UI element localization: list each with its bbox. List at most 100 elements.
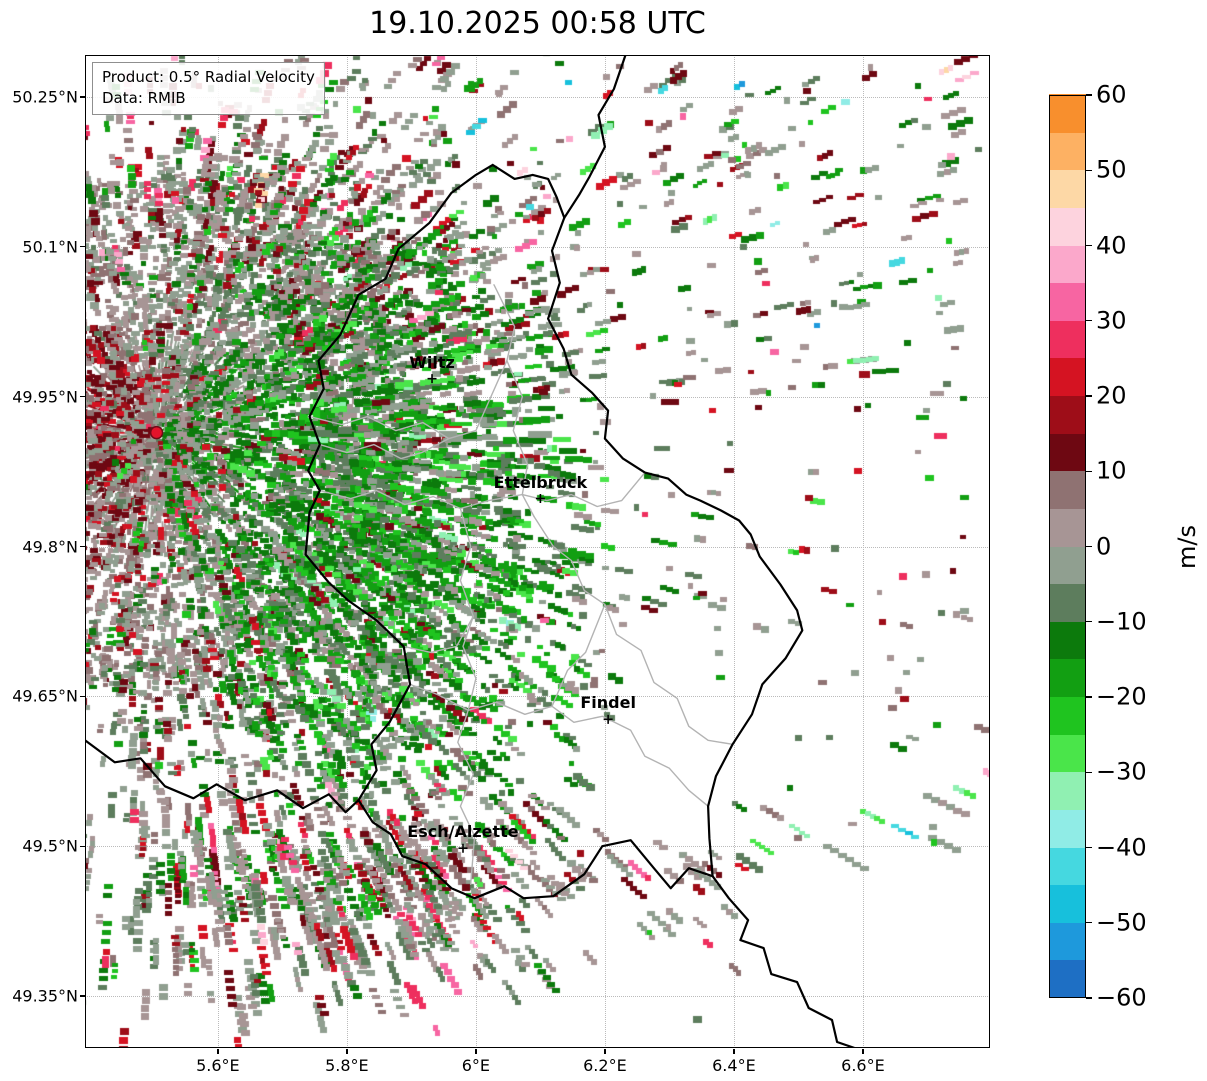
y-tick-mark (80, 545, 85, 548)
colorbar-tick-label: −50 (1096, 908, 1147, 937)
figure-title: 19.10.2025 00:58 UTC (369, 6, 706, 41)
y-tick-label: 49.65°N (12, 686, 78, 706)
colorbar-tick-mark (1086, 395, 1092, 397)
country-border (711, 875, 858, 1048)
colorbar-tick-mark (1086, 545, 1092, 548)
colorbar-segment (1049, 433, 1086, 472)
x-tick-label: 5.8°E (325, 1056, 369, 1075)
colorbar-segment (1049, 508, 1086, 547)
colorbar-tick-mark (1086, 771, 1092, 773)
y-tick-label: 49.95°N (12, 387, 78, 407)
country-border (85, 739, 360, 814)
country-border (563, 55, 627, 219)
colorbar-tick-mark (1086, 320, 1092, 322)
country-border (304, 163, 804, 900)
district-border (521, 471, 646, 508)
colorbar-tick-label: −60 (1096, 983, 1147, 1012)
y-tick-mark (80, 96, 85, 98)
map-plot: Wiltz Ettelbruck Findel Esch/Alzette Produc… (85, 55, 990, 1048)
colorbar-tick-mark (1086, 846, 1092, 849)
x-tick-mark (346, 1049, 348, 1054)
y-tick-label: 49.5°N (22, 836, 78, 856)
colorbar-segment (1049, 94, 1086, 133)
x-tick-mark (733, 1049, 735, 1054)
colorbar-segment (1049, 922, 1086, 961)
colorbar-tick-label: −20 (1096, 682, 1147, 711)
x-tick-mark (862, 1049, 864, 1054)
colorbar-tick-label: 10 (1096, 456, 1127, 485)
colorbar-tick-mark (1086, 696, 1092, 698)
district-border (319, 437, 450, 460)
colorbar-tick-mark (1086, 94, 1092, 96)
colorbar-tick-label: 60 (1096, 80, 1127, 109)
colorbar-tick-label: −40 (1096, 832, 1147, 861)
y-tick-label: 50.25°N (12, 87, 78, 107)
y-tick-mark (80, 995, 85, 997)
colorbar (1049, 94, 1086, 998)
colorbar-segment (1049, 884, 1086, 923)
city-marker-cross (603, 714, 613, 724)
district-border (551, 603, 606, 707)
x-tick-mark (475, 1049, 477, 1054)
colorbar-segment (1049, 207, 1086, 246)
colorbar-tick-mark (1086, 922, 1092, 924)
colorbar-segment (1049, 771, 1086, 810)
colorbar-segment (1049, 169, 1086, 208)
x-tick-label: 6.2°E (583, 1056, 627, 1075)
colorbar-segment (1049, 244, 1086, 284)
data-source-line: Data: RMIB (102, 89, 186, 107)
district-border (319, 489, 523, 510)
product-line: Product: 0.5° Radial Velocity (102, 68, 315, 86)
colorbar-segment (1049, 470, 1086, 509)
colorbar-tick-label: −10 (1096, 607, 1147, 636)
colorbar-tick-mark (1086, 997, 1092, 999)
colorbar-segment (1049, 545, 1086, 585)
colorbar-segment (1049, 846, 1086, 886)
colorbar-unit-label: m/s (1173, 525, 1201, 569)
city-marker-cross (427, 374, 437, 384)
colorbar-tick-mark (1086, 169, 1092, 171)
colorbar-segment (1049, 583, 1086, 622)
colorbar-segment (1049, 282, 1086, 321)
colorbar-segment (1049, 696, 1086, 735)
y-tick-mark (80, 246, 85, 248)
y-tick-mark (80, 695, 85, 698)
y-tick-mark (80, 845, 85, 847)
radar-site-dot (149, 425, 164, 440)
district-border (493, 284, 535, 518)
colorbar-tick-mark (1086, 244, 1092, 247)
colorbar-segment (1049, 959, 1086, 998)
district-border (409, 683, 709, 807)
x-tick-label: 6.4°E (712, 1056, 756, 1075)
y-tick-label: 49.35°N (12, 986, 78, 1006)
colorbar-tick-label: 50 (1096, 155, 1127, 184)
colorbar-segment (1049, 658, 1086, 697)
product-info-box: Product: 0.5° Radial Velocity Data: RMIB (92, 62, 325, 115)
x-tick-label: 6°E (461, 1056, 491, 1075)
colorbar-tick-label: −30 (1096, 757, 1147, 786)
colorbar-frame (1049, 95, 1086, 998)
district-border (457, 709, 476, 885)
district-border (533, 515, 734, 745)
map-borders-svg (85, 55, 858, 1048)
x-tick-mark (217, 1049, 219, 1054)
colorbar-tick-label: 0 (1096, 531, 1112, 560)
district-border (308, 360, 508, 440)
x-tick-label: 5.6°E (196, 1056, 240, 1075)
x-tick-label: 6.6°E (841, 1056, 885, 1075)
y-tick-label: 50.1°N (22, 237, 78, 257)
city-marker-cross (535, 494, 545, 504)
city-marker-cross (458, 843, 468, 853)
colorbar-tick-label: 40 (1096, 230, 1127, 259)
colorbar-segment (1049, 621, 1086, 660)
colorbar-tick-label: 30 (1096, 306, 1127, 335)
district-border (459, 507, 477, 711)
colorbar-tick-label: 20 (1096, 381, 1127, 410)
y-tick-label: 49.8°N (22, 537, 78, 556)
colorbar-segment (1049, 395, 1086, 434)
colorbar-segment (1049, 734, 1086, 773)
colorbar-segment (1049, 132, 1086, 171)
colorbar-tick-mark (1086, 470, 1092, 472)
x-tick-mark (604, 1049, 606, 1054)
